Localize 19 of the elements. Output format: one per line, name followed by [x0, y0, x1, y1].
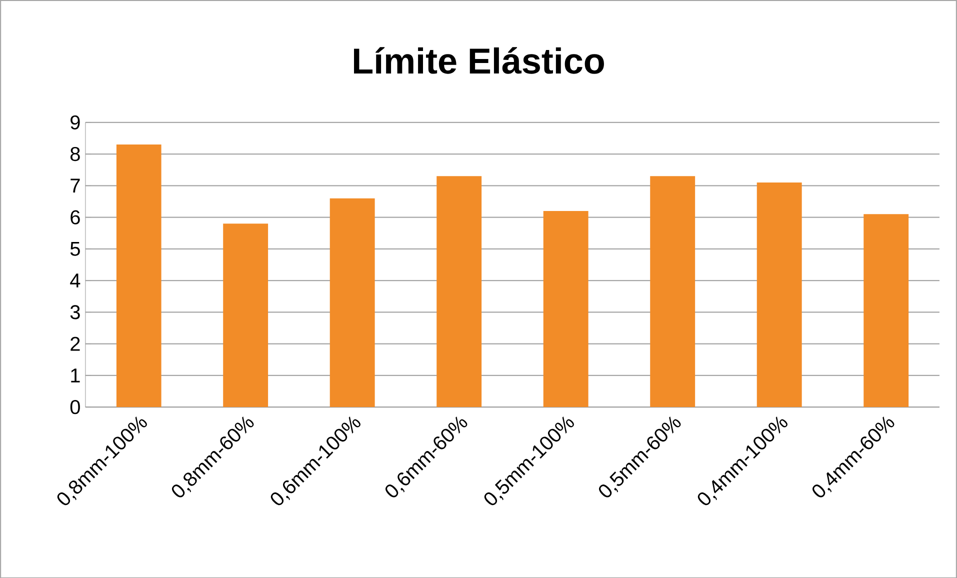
y-tick-label: 9	[70, 115, 80, 130]
y-tick-label: 6	[70, 210, 80, 224]
chart-title: Límite Elástico	[354, 46, 604, 74]
y-tick-label: 3	[70, 304, 80, 320]
y-tick-label: 1	[71, 368, 80, 382]
y-tick-label: 7	[70, 178, 80, 192]
bar	[223, 223, 268, 407]
bar	[436, 176, 482, 407]
y-tick-label: 4	[70, 273, 80, 288]
bar	[650, 176, 696, 407]
y-tick-label: 2	[70, 336, 80, 351]
y-tick-label: 0	[70, 400, 80, 414]
bar	[330, 198, 375, 407]
bar	[756, 182, 802, 407]
bar	[543, 210, 588, 407]
y-tick-label: 5	[70, 242, 80, 256]
y-tick-label: 8	[70, 146, 80, 161]
bar	[864, 214, 909, 407]
bar	[116, 144, 162, 407]
